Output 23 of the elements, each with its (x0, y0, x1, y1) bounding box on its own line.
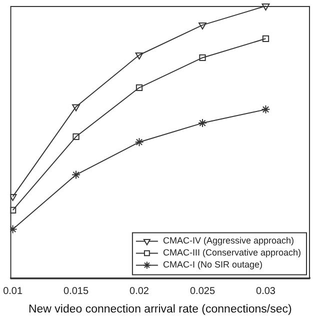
x-axis-title: New video connection arrival rate (connections/sec) (28, 303, 292, 316)
point (198, 118, 207, 128)
x-tick-label: 0.025 (190, 286, 216, 297)
point (72, 170, 81, 180)
x-tick-label: 0.01 (3, 286, 23, 297)
legend-label: CMAC-I (No SIR outage) (162, 260, 262, 270)
point (198, 22, 206, 30)
point (261, 104, 270, 114)
point (136, 84, 143, 91)
point (10, 194, 17, 202)
point (10, 206, 16, 214)
point (134, 138, 144, 147)
x-tick-label: 0.03 (256, 286, 276, 297)
x-tick-label: 0.02 (130, 286, 150, 297)
point (72, 133, 80, 140)
legend-label: CMAC-IV (Aggressive approach) (162, 236, 294, 246)
legend-label: CMAC-III (Conservative approach) (162, 248, 302, 258)
point (262, 35, 270, 42)
x-tick-label: 0.015 (64, 286, 89, 297)
point (72, 104, 80, 112)
point (199, 54, 206, 62)
point (135, 52, 144, 60)
point (262, 4, 270, 10)
